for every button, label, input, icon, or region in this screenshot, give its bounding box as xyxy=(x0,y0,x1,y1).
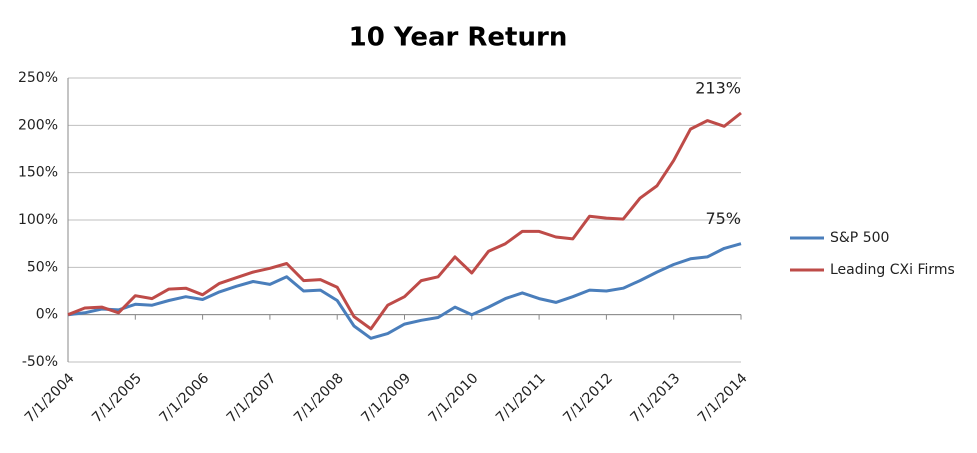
x-tick-label: 7/1/2007 xyxy=(224,370,280,426)
data-label: 75% xyxy=(705,209,741,228)
x-tick-label: 7/1/2004 xyxy=(22,370,78,426)
y-tick-label: 0% xyxy=(36,307,58,323)
y-tick-label: 150% xyxy=(18,165,58,181)
x-tick-label: 7/1/2012 xyxy=(560,370,616,426)
x-tick-label: 7/1/2013 xyxy=(628,370,684,426)
y-tick-label: 50% xyxy=(27,259,58,275)
x-tick-label: 7/1/2010 xyxy=(426,370,482,426)
y-tick-label: -50% xyxy=(22,354,58,370)
x-tick-label: 7/1/2005 xyxy=(89,370,145,426)
chart-title: 10 Year Return xyxy=(349,23,568,53)
x-tick-label: 7/1/2011 xyxy=(493,370,549,426)
y-tick-label: 250% xyxy=(18,70,58,86)
legend-label: S&P 500 xyxy=(830,230,889,246)
y-tick-label: 100% xyxy=(18,212,58,228)
y-tick-label: 200% xyxy=(18,117,58,133)
x-tick-label: 7/1/2006 xyxy=(156,370,212,426)
x-tick-label: 7/1/2014 xyxy=(695,370,751,426)
legend-label: Leading CXi Firms xyxy=(830,262,955,278)
series-line xyxy=(67,242,742,340)
x-tick-label: 7/1/2009 xyxy=(358,370,414,426)
x-tick-label: 7/1/2008 xyxy=(291,370,347,426)
series-line xyxy=(67,111,742,331)
data-label: 213% xyxy=(695,79,741,98)
